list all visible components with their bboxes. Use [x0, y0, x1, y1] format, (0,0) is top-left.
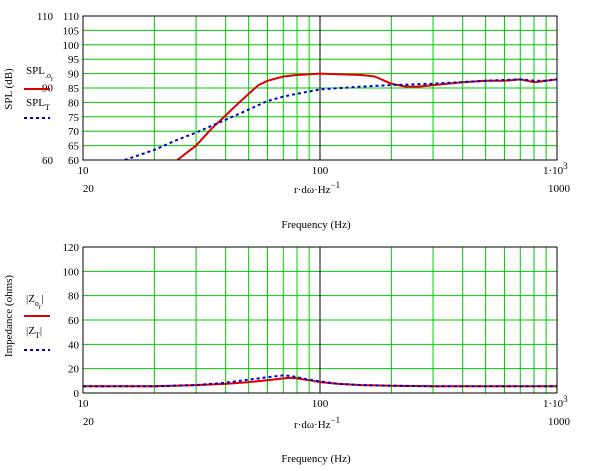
- spl-legend: SPL.or SPLT: [24, 65, 54, 119]
- y-tick-label: 95: [68, 54, 80, 66]
- spl-x-ticks: 10 100 1·103 20 1000: [78, 161, 571, 195]
- y-tick-label: 70: [68, 126, 80, 138]
- spl-series-red-line: [176, 72, 557, 160]
- y-tick-label: 105: [63, 25, 80, 37]
- impedance-x-expression: r·dω·Hz: [294, 419, 331, 431]
- y-tick-label: 110: [63, 11, 80, 23]
- x-tick-label: 100: [312, 165, 329, 177]
- impedance-x-expression-label: r·dω·Hz−1: [294, 415, 340, 431]
- impedance-x-ticks: 10 100 1·103 20 1000: [78, 394, 571, 428]
- x-tick-label: 10: [78, 398, 90, 410]
- x-tick-label-lower: 20: [83, 183, 95, 195]
- legend-label: |ZT|: [26, 325, 42, 340]
- y-tick-label: 65: [68, 141, 80, 153]
- legend-label: SPLT: [26, 97, 50, 112]
- y-tick-label: 20: [68, 364, 80, 376]
- spl-x-expression-label: r·dω·Hz−1: [294, 180, 340, 196]
- y-tick-label: 120: [63, 242, 80, 254]
- x-tick-label: 1·103: [543, 161, 568, 177]
- y-tick-label: 0: [74, 388, 80, 400]
- x-tick-label-lower: 1000: [548, 416, 571, 428]
- y-tick-label: 100: [63, 266, 80, 278]
- spl-chart: 11010510095908580757065601109060 101001·…: [3, 11, 571, 231]
- impedance-y-axis-label: Impedance (ohms): [3, 275, 15, 357]
- y-tick-label: 80: [68, 291, 80, 303]
- y-tick-label: 100: [63, 40, 80, 52]
- spl-grid: [83, 16, 557, 160]
- x-tick-label: 10: [78, 165, 90, 177]
- spl-y-axis-label: SPL (dB): [3, 68, 15, 110]
- y-tick-label: 75: [68, 112, 80, 124]
- y-tick-label: 80: [68, 97, 80, 109]
- x-tick-label: 100: [312, 398, 329, 410]
- impedance-legend: |Zor| |ZT|: [24, 293, 50, 351]
- spl-plot-frame: [82, 15, 558, 161]
- x-tick-superscript: 3: [563, 394, 568, 404]
- impedance-series-blue-line: [83, 374, 557, 388]
- x-tick-label: 1·103: [543, 394, 568, 410]
- impedance-grid: [83, 247, 557, 393]
- y-tick-label: 85: [68, 83, 80, 95]
- y-tick-label: 90: [68, 69, 80, 81]
- x-tick-label-lower: 1000: [548, 183, 571, 195]
- impedance-plot-frame: [82, 246, 558, 394]
- legend-label: |Zor|: [26, 293, 43, 311]
- spl-series-blue-line: [124, 78, 557, 160]
- impedance-x-axis-label: Frequency (Hz): [281, 453, 351, 465]
- y-tick-label: 40: [68, 339, 80, 351]
- spl-x-exponent: −1: [331, 180, 341, 190]
- y-tick-label: 60: [68, 155, 80, 167]
- impedance-y-ticks: 120 100 80 60 40 20 0: [63, 242, 80, 400]
- impedance-curves: [83, 374, 557, 388]
- spl-x-axis-label: Frequency (Hz): [281, 219, 351, 231]
- legend-label: SPL.or: [26, 65, 54, 83]
- spl-curves: [124, 72, 557, 160]
- spl-x-expression: r·dω·Hz: [294, 184, 331, 196]
- y-tick-label: 60: [68, 315, 80, 327]
- y-tick-label-left: 110: [37, 11, 54, 23]
- x-tick-superscript: 3: [563, 161, 568, 171]
- impedance-x-exponent: −1: [331, 415, 341, 425]
- y-tick-label-left: 60: [42, 155, 54, 167]
- x-tick-label-lower: 20: [83, 416, 95, 428]
